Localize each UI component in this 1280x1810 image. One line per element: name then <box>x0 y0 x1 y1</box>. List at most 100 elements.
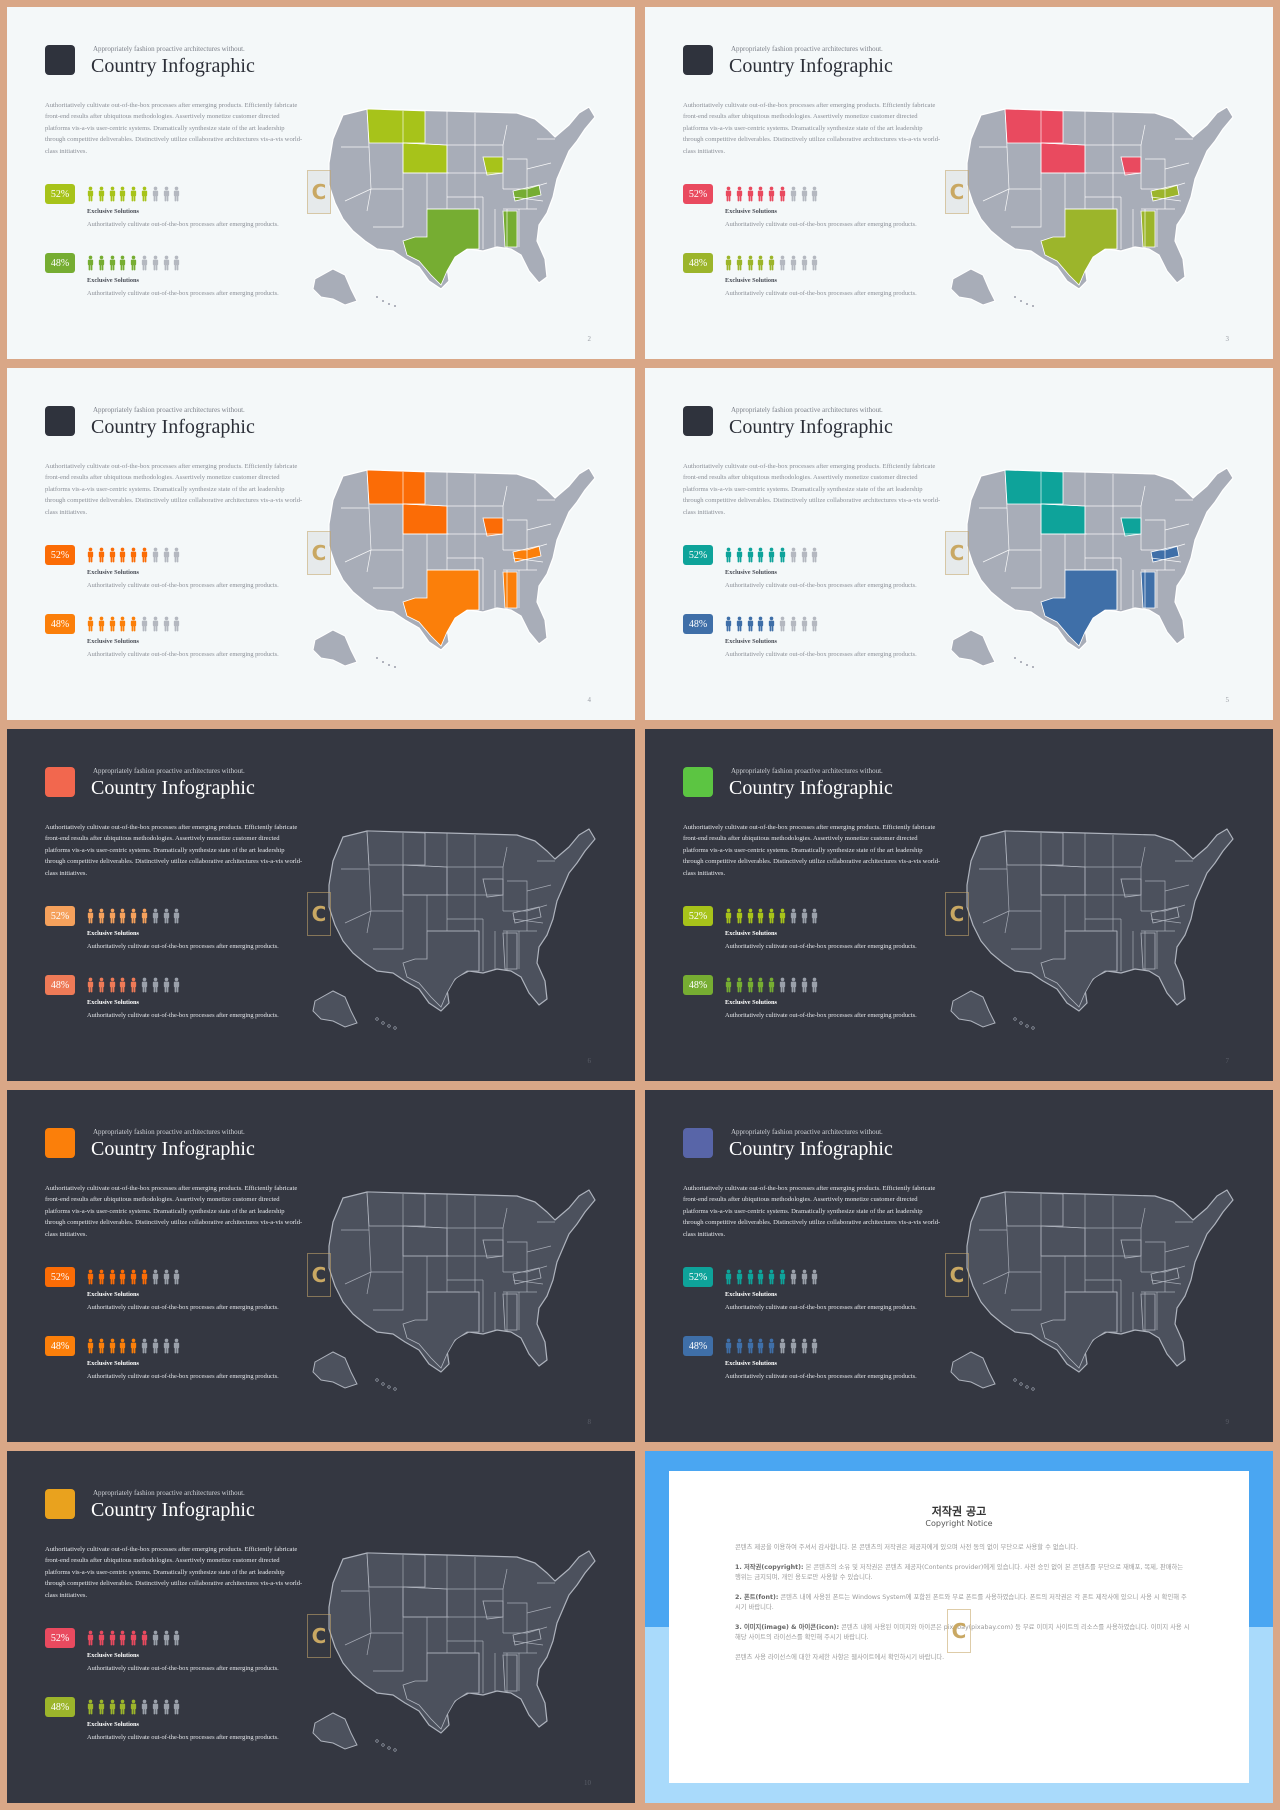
highlighted-state-a <box>1120 517 1142 537</box>
hawaii-island <box>387 302 391 306</box>
highlighted-state-a <box>482 1600 504 1620</box>
person-icon <box>757 616 764 632</box>
stat-badge: 48% <box>45 975 75 995</box>
person-icon <box>725 186 732 202</box>
state-border <box>1140 846 1146 868</box>
state-border <box>507 880 528 931</box>
slide-copyright: 저작권 공고 Copyright Notice 콘텐츠 제공을 이용하여 주셔서 감… <box>645 1451 1273 1803</box>
person-icon <box>130 908 137 924</box>
alaska <box>950 629 996 667</box>
state-border <box>526 884 552 892</box>
person-icon <box>119 977 126 993</box>
hawaii-island <box>375 1739 379 1743</box>
us-mainland <box>966 828 1234 1012</box>
person-icon <box>152 616 159 632</box>
person-icon <box>98 1338 105 1354</box>
us-mainland <box>328 1189 596 1373</box>
hawaii-island <box>381 1021 385 1025</box>
person-icon <box>736 1338 743 1354</box>
hawaii-island <box>1019 299 1023 303</box>
person-icon <box>87 1699 94 1715</box>
slide-description: Authoritatively cultivate out-of-the-box… <box>45 824 303 877</box>
highlighted-state-a <box>402 1586 448 1618</box>
person-icon <box>130 1338 137 1354</box>
person-icon <box>130 977 137 993</box>
state-border <box>402 864 448 868</box>
person-icon <box>736 186 743 202</box>
slide-2: Appropriately fashion proactive architec… <box>7 7 635 359</box>
person-icon <box>801 908 808 924</box>
person-icon <box>736 547 743 563</box>
highlighted-state-a <box>1120 1239 1142 1259</box>
slide-description: Authoritatively cultivate out-of-the-box… <box>45 1546 303 1599</box>
person-icon <box>779 908 786 924</box>
us-mainland <box>328 828 596 1012</box>
person-icon <box>141 1269 148 1285</box>
state-border <box>373 1272 404 1311</box>
slide-8: Appropriately fashion proactive architec… <box>7 1090 635 1442</box>
state-border <box>1140 1207 1146 1229</box>
state-border <box>526 1606 552 1614</box>
us-map <box>950 106 1234 308</box>
person-icon <box>119 1269 126 1285</box>
highlighted-state-a <box>366 1191 426 1227</box>
person-icon <box>109 255 116 271</box>
us-mainland <box>966 1189 1234 1373</box>
person-icon <box>173 547 180 563</box>
person-icon <box>141 1338 148 1354</box>
person-icon <box>790 547 797 563</box>
hawaii-island <box>1025 302 1029 306</box>
people-row <box>87 908 184 924</box>
person-icon <box>87 1630 94 1646</box>
slide-description: Authoritatively cultivate out-of-the-box… <box>45 1185 303 1238</box>
state-border <box>526 162 552 170</box>
person-icon <box>757 255 764 271</box>
person-icon <box>130 186 137 202</box>
person-icon <box>109 547 116 563</box>
person-icon <box>87 186 94 202</box>
page-number: 4 <box>587 696 592 704</box>
highlighted-state-a <box>482 878 504 898</box>
state-border <box>1164 523 1190 531</box>
stat-title: Exclusive Solutions <box>87 1721 139 1728</box>
watermark-logo: C <box>945 892 969 936</box>
watermark-logo: C <box>307 170 331 214</box>
person-icon <box>163 616 170 632</box>
state-border <box>402 503 448 507</box>
slide-subtitle: Appropriately fashion proactive architec… <box>731 1128 883 1136</box>
person-icon <box>811 977 818 993</box>
state-border <box>1145 519 1166 570</box>
person-icon <box>725 977 732 993</box>
person-icon <box>790 1269 797 1285</box>
slide-description: Authoritatively cultivate out-of-the-box… <box>683 463 941 516</box>
person-icon <box>163 255 170 271</box>
state-border <box>502 124 508 146</box>
people-row <box>87 1338 184 1354</box>
person-icon <box>811 547 818 563</box>
state-border <box>1145 880 1166 931</box>
person-icon <box>747 186 754 202</box>
highlighted-state-b <box>1040 1291 1118 1369</box>
person-icon <box>109 1630 116 1646</box>
hawaii-island <box>1019 1021 1023 1025</box>
person-icon <box>779 977 786 993</box>
stat-title: Exclusive Solutions <box>725 999 777 1006</box>
people-row <box>87 1699 184 1715</box>
person-icon <box>163 908 170 924</box>
person-icon <box>141 908 148 924</box>
stat-title: Exclusive Solutions <box>87 1360 139 1367</box>
page-number: 7 <box>1225 1057 1230 1065</box>
person-icon <box>173 977 180 993</box>
hawaii-island <box>393 665 397 669</box>
person-icon <box>163 977 170 993</box>
person-icon <box>811 186 818 202</box>
stat-description: Authoritatively cultivate out-of-the-box… <box>87 1665 279 1672</box>
state-border <box>1011 1272 1042 1311</box>
highlighted-state-a <box>482 156 504 176</box>
stat-description: Authoritatively cultivate out-of-the-box… <box>87 221 279 228</box>
copyright-section: 1. 저작권(copyright): 본 콘텐츠의 소유 및 저작권은 콘텐츠 … <box>735 1563 1190 1584</box>
copyright-section-text: 본 콘텐츠의 소유 및 저작권은 콘텐츠 제공자(Contents provid… <box>735 1563 1184 1582</box>
person-icon <box>119 616 126 632</box>
person-icon <box>119 1699 126 1715</box>
person-icon <box>98 186 105 202</box>
